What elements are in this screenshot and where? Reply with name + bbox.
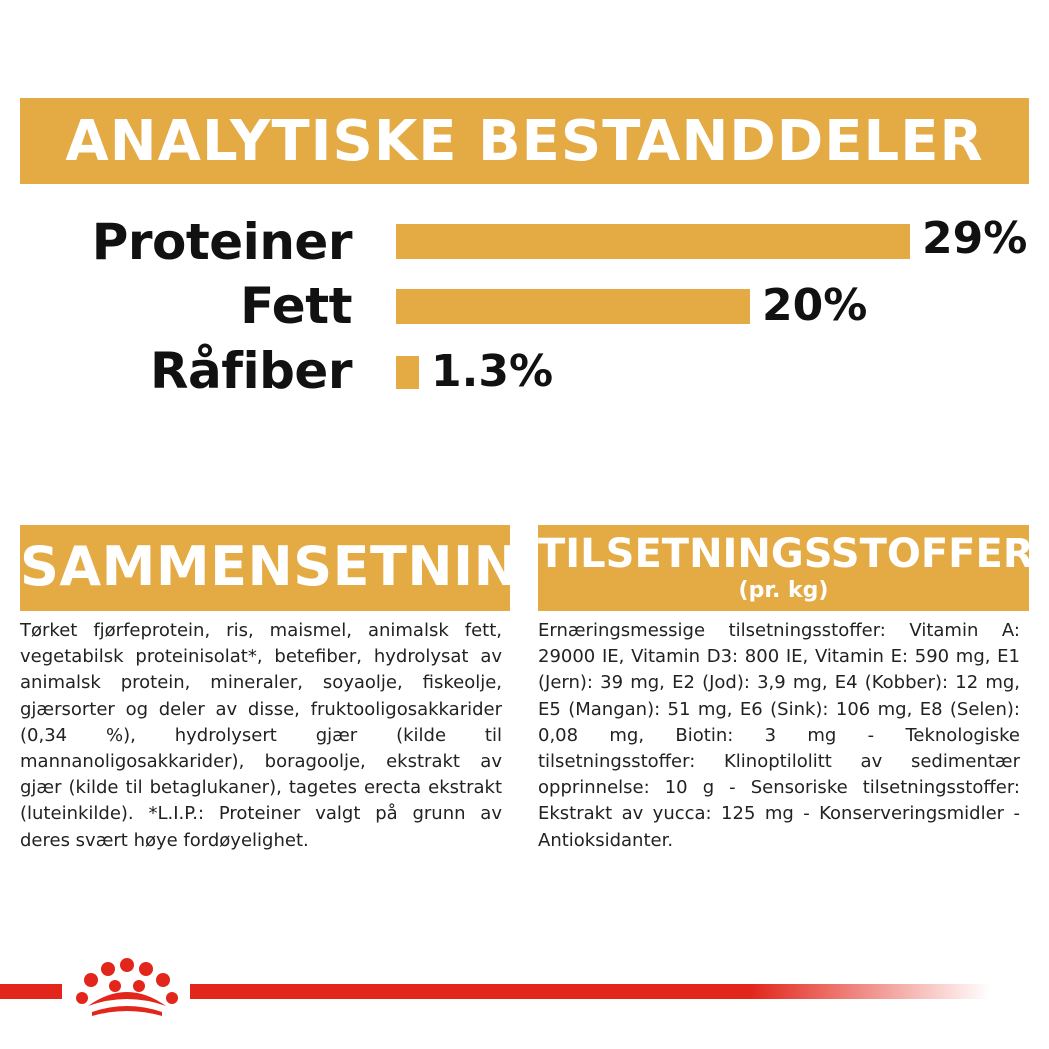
footer-red-line-left — [0, 984, 62, 999]
fat-value: 20% — [762, 280, 868, 331]
additives-subtitle: (pr. kg) — [738, 578, 829, 603]
protein-label: Proteiner — [91, 213, 353, 271]
fiber-label: Råfiber — [150, 342, 353, 400]
additives-text: Ernæringsmessige tilsetningsstoffer: Vit… — [538, 620, 1020, 851]
protein-value: 29% — [922, 213, 1028, 264]
additives-title: TILSETNINGSSTOFFER — [538, 531, 1034, 577]
composition-title: SAMMENSETNING — [20, 535, 565, 598]
composition-text: Tørket fjørfeprotein, ris, maismel, anim… — [20, 620, 502, 851]
fat-label: Fett — [240, 277, 352, 335]
additives-header: TILSETNINGSSTOFFER (pr. kg) — [538, 525, 1034, 611]
footer-red-line-right — [190, 984, 990, 999]
analytic-title: ANALYTISKE BESTANDDELER — [65, 108, 984, 174]
royal-canin-crown-icon — [70, 956, 184, 1020]
protein-bar — [396, 224, 910, 259]
fat-bar — [396, 289, 750, 324]
fiber-value: 1.3% — [431, 346, 554, 397]
analytic-banner: ANALYTISKE BESTANDDELER — [20, 98, 1029, 184]
fiber-bar — [396, 356, 419, 389]
composition-header: SAMMENSETNING — [20, 525, 565, 611]
